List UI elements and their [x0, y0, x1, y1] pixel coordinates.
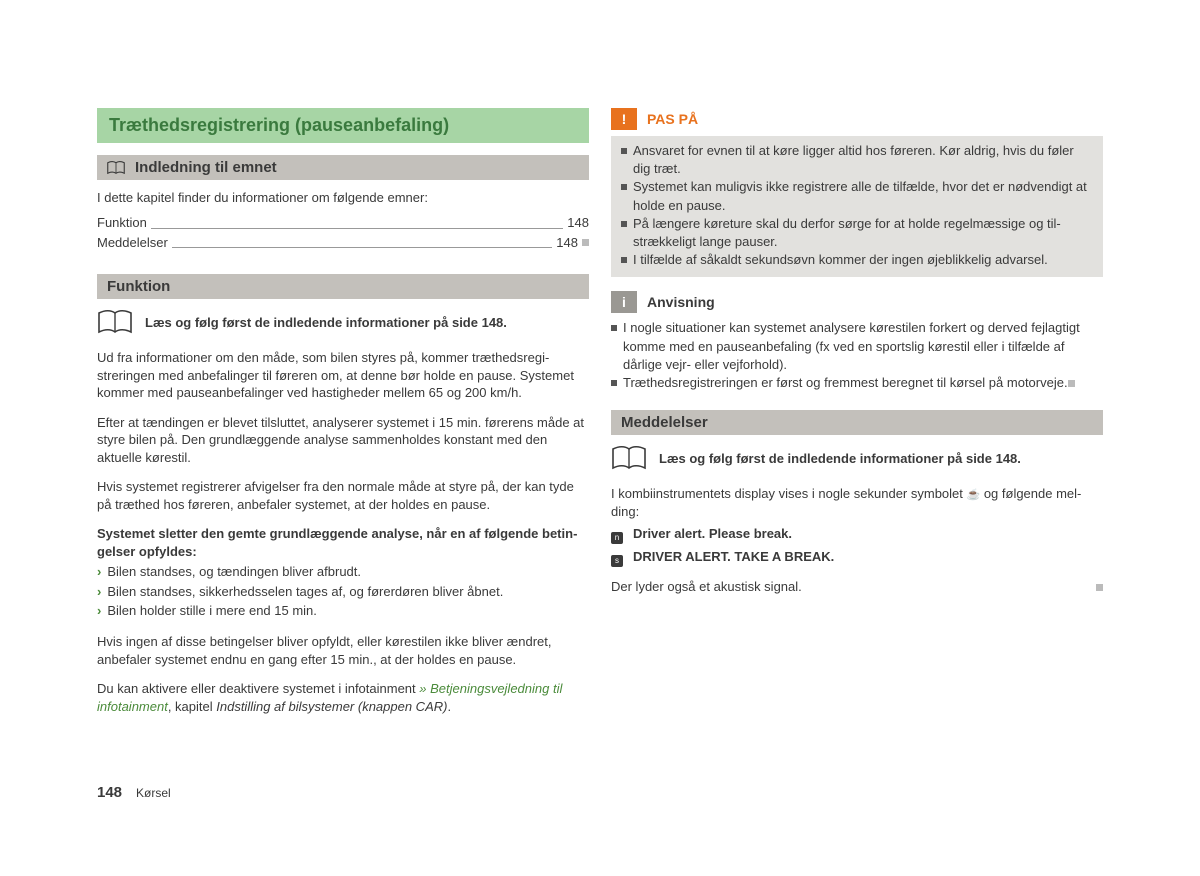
section-heading-funktion-text: Funktion: [107, 278, 170, 295]
display-message-text: Driver alert. Please break.: [633, 524, 792, 545]
paragraph: Hvis systemet registrerer afvigelser fra…: [97, 478, 589, 513]
toc-label: Meddelelser: [97, 233, 168, 253]
toc-row: Funktion 148: [97, 213, 589, 233]
paragraph: Hvis ingen af disse betingelser bliver o…: [97, 633, 589, 668]
end-marker-icon: [1096, 584, 1103, 591]
text-run: I kombiinstrumentets display vises i nog…: [611, 486, 967, 501]
square-bullet-icon: [611, 325, 617, 331]
list-item-text: I nogle situationer kan systemet analyse…: [623, 319, 1103, 374]
page-spread: Træthedsregistrering (pauseanbefaling) I…: [0, 0, 1200, 727]
list-item: I tilfælde af såkaldt sekundsøvn kommer …: [621, 251, 1093, 269]
right-column: ! PAS PÅ Ansvaret for evnen til at køre …: [611, 108, 1103, 727]
chapter-title: Træthedsregistrering (pauseanbefaling): [97, 108, 589, 143]
list-item: › Bilen holder stille i mere end 15 min.: [97, 601, 589, 621]
square-bullet-icon: [621, 221, 627, 227]
text-run: , kapitel: [168, 699, 216, 714]
list-item-text: Bilen standses, sikkerhedsselen tages af…: [107, 582, 503, 602]
page-number: 148: [97, 784, 122, 801]
intro-paragraph: I dette kapitel finder du informationer …: [97, 190, 589, 205]
list-item: I nogle situationer kan systemet analyse…: [611, 319, 1103, 374]
read-first-row: Læs og følg først de indledende informat…: [611, 445, 1103, 471]
display-message-row: n Driver alert. Please break.: [611, 524, 1103, 545]
chevron-icon: ›: [97, 601, 101, 621]
text-run-italic: Indstilling af bilsystemer (knappen CAR): [216, 699, 447, 714]
end-marker-icon: [582, 239, 589, 246]
toc-page: 148: [567, 213, 589, 233]
end-marker-icon: [1068, 380, 1075, 387]
read-first-text: Læs og følg først de indledende informat…: [659, 451, 1103, 466]
text-run: .: [447, 699, 451, 714]
section-heading-meddelelser: Meddelelser: [611, 410, 1103, 435]
info-header: i Anvisning: [611, 291, 1103, 313]
warning-title: PAS PÅ: [637, 108, 708, 130]
list-item-text: Bilen holder stille i mere end 15 min.: [107, 601, 317, 621]
square-bullet-icon: [611, 380, 617, 386]
info-icon: i: [611, 291, 637, 313]
paragraph: I kombiinstrumentets display vises i nog…: [611, 485, 1103, 520]
list-item-text: Bilen standses, og tændingen bliver afbr…: [107, 562, 361, 582]
text-run: Du kan aktivere eller deaktivere systeme…: [97, 681, 419, 696]
paragraph: Der lyder også et akustisk signal.: [611, 578, 1103, 596]
chevron-icon: ›: [97, 582, 101, 602]
toc-leader: [151, 228, 563, 229]
list-item: På længere køreture skal du derfor sørge…: [621, 215, 1093, 251]
section-heading-funktion: Funktion: [97, 274, 589, 299]
chevron-list: › Bilen standses, og tændingen bliver afb…: [97, 562, 589, 621]
footer-section: Kørsel: [136, 786, 171, 800]
warning-body: Ansvaret for evnen til at køre ligger al…: [611, 136, 1103, 277]
toc-leader: [172, 247, 552, 248]
info-notice: i Anvisning I nogle situationer kan syst…: [611, 291, 1103, 392]
paragraph-bold: Systemet sletter den gemte grundlæggende…: [97, 525, 589, 560]
warning-header: ! PAS PÅ: [611, 108, 1103, 130]
paragraph: Ud fra informationer om den måde, som bi…: [97, 349, 589, 402]
exclamation-icon: !: [611, 108, 637, 130]
list-item-text: Ansvaret for evnen til at køre ligger al…: [633, 142, 1093, 178]
page-footer: 148 Kørsel: [97, 784, 171, 801]
paragraph: Du kan aktivere eller deaktivere systeme…: [97, 680, 589, 715]
list-item-text: På længere køreture skal du derfor sørge…: [633, 215, 1093, 251]
list-item-text: I tilfælde af såkaldt sekundsøvn kommer …: [633, 251, 1048, 269]
list-item: Ansvaret for evnen til at køre ligger al…: [621, 142, 1093, 178]
square-bullet-icon: [621, 257, 627, 263]
info-title: Anvisning: [637, 291, 725, 313]
list-item-text: Systemet kan muligvis ikke registrere al…: [633, 178, 1093, 214]
display-message-text: DRIVER ALERT. TAKE A BREAK.: [633, 547, 834, 568]
chevron-icon: ›: [97, 562, 101, 582]
list-item-text: Træthedsregistreringen er først og fremm…: [623, 374, 1075, 392]
list-item: Systemet kan muligvis ikke registrere al…: [621, 178, 1093, 214]
left-column: Træthedsregistrering (pauseanbefaling) I…: [97, 108, 589, 727]
list-item: › Bilen standses, og tændingen bliver afb…: [97, 562, 589, 582]
square-bullet-icon: [621, 184, 627, 190]
read-first-row: Læs og følg først de indledende informat…: [97, 309, 589, 335]
display-message-row: s DRIVER ALERT. TAKE A BREAK.: [611, 547, 1103, 568]
section-heading-intro: Indledning til emnet: [97, 155, 589, 180]
display-badge-icon: s: [611, 555, 623, 567]
coffee-cup-icon: ☕: [967, 489, 981, 501]
book-open-icon: [107, 161, 125, 175]
read-first-text: Læs og følg først de indledende informat…: [145, 315, 589, 330]
book-open-icon: [97, 309, 133, 335]
toc-page: 148: [556, 233, 589, 253]
display-badge-icon: n: [611, 532, 623, 544]
section-heading-intro-text: Indledning til emnet: [135, 159, 277, 176]
info-body: I nogle situationer kan systemet analyse…: [611, 319, 1103, 392]
toc-label: Funktion: [97, 213, 147, 233]
warning-notice: ! PAS PÅ Ansvaret for evnen til at køre …: [611, 108, 1103, 277]
list-item: › Bilen standses, sikkerhedsselen tages a…: [97, 582, 589, 602]
square-bullet-icon: [621, 148, 627, 154]
paragraph: Efter at tændingen er blevet tilsluttet,…: [97, 414, 589, 467]
section-heading-meddelelser-text: Meddelelser: [621, 414, 708, 431]
text-run: Der lyder også et akustisk signal.: [611, 579, 802, 594]
book-open-icon: [611, 445, 647, 471]
toc-row: Meddelelser 148: [97, 233, 589, 253]
list-item: Træthedsregistreringen er først og fremm…: [611, 374, 1103, 392]
toc: Funktion 148 Meddelelser 148: [97, 213, 589, 252]
